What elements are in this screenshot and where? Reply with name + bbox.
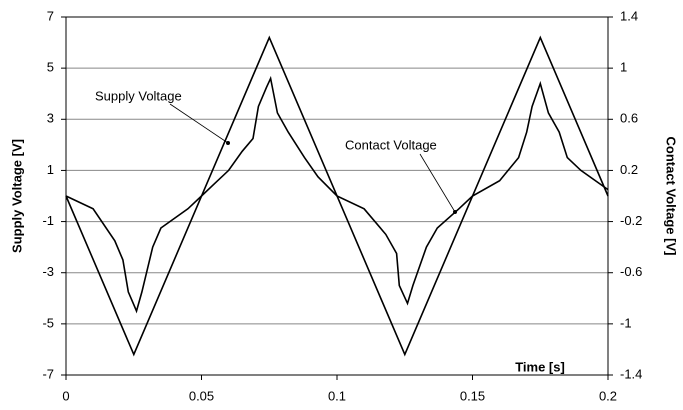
y-tick-label: 5 [47,60,54,75]
y-tick-label: -1 [42,213,54,228]
series-line [65,75,609,314]
y2-tick-label: 0.6 [620,111,638,126]
y2-tick-label: -1 [620,315,632,330]
y2-tick-label: 1.4 [620,8,638,23]
y2-axis-title: Contact Voltage [V] [664,137,679,256]
y-tick-label: 1 [47,162,54,177]
x-axis-title: Time [s] [515,359,565,374]
x-tick-label: 0 [62,388,69,403]
y-axis-title: Supply Voltage [V] [9,139,24,253]
y2-tick-label: -1.4 [620,366,642,381]
annotation-dot [226,141,230,145]
annotation: Contact Voltage [345,137,437,152]
x-tick-label: 0.1 [328,388,346,403]
x-tick-label: 0.15 [460,388,485,403]
y-tick-label: 3 [47,111,54,126]
x-tick-label: 0.05 [189,388,214,403]
y-tick-label: -7 [42,366,54,381]
annotation-dot [453,210,457,214]
annotation-pointer [419,153,456,213]
x-tick-label: 0.2 [599,388,617,403]
annotation: Supply Voltage [95,88,182,103]
y2-tick-label: -0.6 [620,264,642,279]
y2-tick-label: 0.2 [620,162,638,177]
y2-tick-label: 1 [620,60,627,75]
y-tick-label: 7 [47,8,54,23]
y2-tick-label: -0.2 [620,213,642,228]
annotation-pointer [169,103,229,144]
y-tick-label: -5 [42,315,54,330]
y-tick-label: -3 [42,264,54,279]
